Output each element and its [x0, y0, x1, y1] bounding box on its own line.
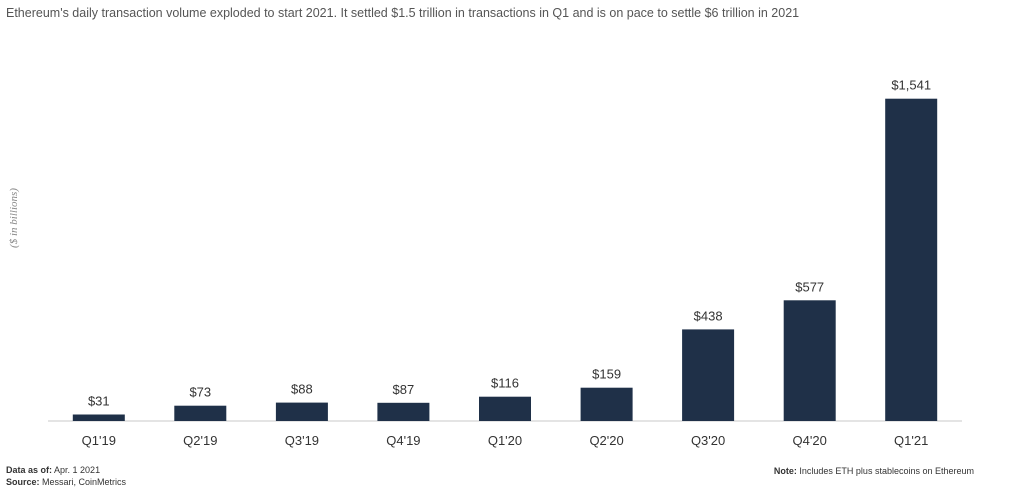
x-tick-label-Q3'20: Q3'20 — [691, 433, 725, 448]
note-value: Includes ETH plus stablecoins on Ethereu… — [799, 466, 974, 476]
source-label: Source: — [6, 477, 40, 487]
x-tick-label-Q1'20: Q1'20 — [488, 433, 522, 448]
bar-Q2'19 — [174, 405, 227, 421]
x-tick-label-Q1'21: Q1'21 — [894, 433, 928, 448]
bar-Q3'20 — [682, 329, 735, 421]
value-label-Q1'20: $116 — [491, 376, 519, 391]
bar-Q1'21 — [885, 98, 938, 421]
value-label-Q1'21: $1,541 — [891, 78, 931, 93]
bar-Q1'20 — [479, 396, 531, 421]
x-tick-label-Q3'19: Q3'19 — [285, 433, 319, 448]
bar-chart: $31 Q1'19 $73 Q2'19 $88 Q3'19 $87 Q4'19 $116 Q1'2… — [48, 78, 962, 448]
source: Source: Messari, CoinMetrics — [6, 476, 126, 488]
value-label-Q2'20: $159 — [592, 367, 621, 382]
x-tick-label-Q4'20: Q4'20 — [793, 433, 827, 448]
data-as-of-label: Data as of: — [6, 465, 53, 475]
x-tick-label-Q2'19: Q2'19 — [183, 433, 217, 448]
footer-left: Data as of: Apr. 1 2021 Source: Messari,… — [6, 464, 126, 488]
value-label-Q3'20: $438 — [694, 308, 723, 323]
data-as-of-value: Apr. 1 2021 — [54, 465, 101, 475]
bar-Q1'19 — [72, 414, 125, 421]
value-label-Q3'19: $88 — [291, 382, 313, 397]
x-tick-label-Q1'19: Q1'19 — [82, 433, 116, 448]
data-as-of: Data as of: Apr. 1 2021 — [6, 464, 126, 476]
bar-Q3'19 — [275, 402, 328, 421]
x-tick-label-Q4'19: Q4'19 — [386, 433, 420, 448]
source-value: Messari, CoinMetrics — [42, 477, 127, 487]
bar-Q4'19 — [377, 402, 430, 421]
footer-note: Note: Includes ETH plus stablecoins on E… — [774, 466, 974, 476]
value-label-Q1'19: $31 — [88, 394, 110, 409]
value-label-Q4'19: $87 — [393, 382, 415, 397]
chart-subtitle: Ethereum's daily transaction volume expl… — [6, 6, 800, 20]
bar-Q2'20 — [580, 387, 633, 421]
note-label: Note: — [773, 466, 797, 476]
value-label-Q2'19: $73 — [189, 385, 211, 400]
bar-Q4'20 — [783, 300, 836, 421]
value-label-Q4'20: $577 — [795, 279, 824, 294]
x-tick-label-Q2'20: Q2'20 — [589, 433, 623, 448]
